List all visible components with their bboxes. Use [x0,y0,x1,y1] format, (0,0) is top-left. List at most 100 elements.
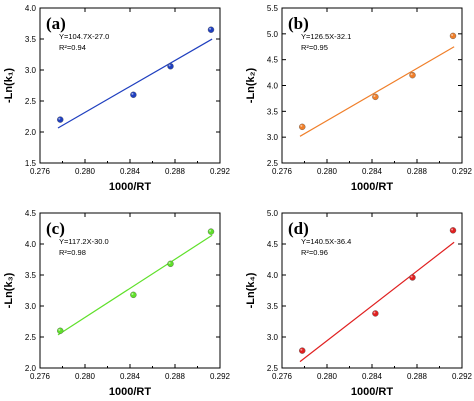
y-tick-label: 4.5 [25,209,37,218]
x-tick-label: 0.284 [362,372,383,381]
fit-r-squared: R²=0.94 [59,43,86,52]
y-tick-label: 3.5 [25,271,37,280]
data-point-highlight [373,94,376,97]
data-point [130,91,137,99]
fit-line [299,241,455,363]
data-point [449,227,457,234]
y-axis-title: -Ln(k₁) [3,68,15,103]
chart-panel-4: 0.276 0.280 0.284 0.288 0.292 2.5 3.0 3.5 4.0 4.5… [245,209,473,398]
data-point [57,116,64,123]
y-tick-label: 3.5 [267,107,279,116]
data-point-highlight [209,229,212,232]
y-axis-title: -Ln(k₂) [245,67,257,103]
data-point [130,291,137,299]
x-axis-title: 1000/RT [109,181,151,193]
x-tick-label: 0.276 [30,167,51,176]
x-tick-label: 0.288 [407,372,428,381]
x-tick-label: 0.288 [407,167,428,176]
data-point-highlight [451,34,454,36]
data-point-highlight [168,261,171,264]
y-tick-label: 2.0 [25,128,37,137]
data-point [299,347,306,354]
y-tick-label: 2.5 [267,159,279,168]
data-point-highlight [410,73,413,76]
x-tick-label: 0.292 [452,372,473,381]
data-point [207,228,215,235]
y-tick-label: 3.5 [267,302,279,311]
fit-equation: Y=140.5X-36.4 [301,237,351,246]
data-point-highlight [168,64,171,67]
fit-line [299,46,455,137]
chart-panel-3: 0.276 0.280 0.284 0.288 0.292 2.0 2.5 3.0 3.5 4.0… [3,209,231,398]
x-tick-label: 0.284 [120,372,141,381]
y-tick-label: 2.0 [25,364,37,373]
data-point [409,274,416,281]
x-axis-title: 1000/RT [351,386,393,398]
x-tick-label: 0.284 [120,167,141,176]
data-point-highlight [58,117,61,120]
x-tick-label: 0.280 [317,372,338,381]
fit-line [57,234,213,336]
y-tick-label: 5.0 [267,30,279,39]
data-point [372,310,379,317]
panel-label: (c) [46,219,65,238]
x-tick-label: 0.276 [30,372,51,381]
y-tick-label: 4.5 [267,56,279,65]
y-tick-label: 4.0 [25,240,37,249]
data-point-highlight [451,228,454,231]
fit-r-squared: R²=0.95 [301,43,328,52]
y-tick-label: 2.5 [25,333,37,342]
fit-r-squared: R²=0.96 [301,248,328,257]
data-point-highlight [209,27,212,30]
x-tick-label: 0.276 [272,167,293,176]
y-tick-label: 5.0 [267,209,279,218]
y-tick-label: 4.5 [267,240,279,249]
x-tick-label: 0.292 [452,167,473,176]
chart-panel-1: 0.276 0.280 0.284 0.288 0.292 1.5 2.0 2.5 3.0 3.5… [3,4,231,193]
panel-label: (b) [288,14,309,33]
y-tick-label: 3.5 [25,35,37,44]
y-axis-title: -Ln(k₃) [3,272,15,308]
fit-equation: Y=126.5X-32.1 [301,32,351,41]
chart-panel-2: 0.276 0.280 0.284 0.288 0.292 2.5 3.0 3.5 4.0 4.5… [245,4,473,193]
y-tick-label: 4.0 [267,271,279,280]
x-tick-label: 0.288 [165,372,186,381]
data-point-highlight [410,275,413,278]
x-tick-label: 0.292 [210,167,231,176]
y-tick-label: 4.0 [25,4,37,13]
x-tick-label: 0.276 [272,372,293,381]
fit-r-squared: R²=0.98 [59,248,86,257]
data-point-highlight [131,92,134,95]
x-tick-label: 0.280 [75,167,96,176]
data-point-highlight [300,124,303,127]
y-tick-label: 3.0 [25,302,37,311]
y-tick-label: 3.0 [267,333,279,342]
y-tick-label: 3.0 [25,66,37,75]
data-point-highlight [131,292,134,295]
data-point [372,93,379,101]
x-axis-title: 1000/RT [109,386,151,398]
x-tick-label: 0.288 [165,167,186,176]
x-tick-label: 0.292 [210,372,231,381]
data-point-highlight [300,348,303,351]
y-tick-label: 2.5 [267,364,279,373]
data-point [57,327,64,334]
fit-line [57,38,213,129]
fit-equation: Y=117.2X-30.0 [59,237,109,246]
data-point [409,71,416,79]
fit-equation: Y=104.7X-27.0 [59,32,109,41]
y-tick-label: 5.5 [267,4,279,13]
x-tick-label: 0.284 [362,167,383,176]
data-point [449,32,457,40]
x-axis-title: 1000/RT [351,181,393,193]
data-point [299,123,306,131]
y-axis-title: -Ln(k₄) [245,272,257,308]
y-tick-label: 2.5 [25,97,37,106]
panel-label: (d) [288,219,309,238]
data-point-highlight [58,328,61,331]
y-tick-label: 1.5 [25,159,37,168]
y-tick-label: 3.0 [267,133,279,142]
data-point [167,63,174,70]
x-tick-label: 0.280 [317,167,338,176]
